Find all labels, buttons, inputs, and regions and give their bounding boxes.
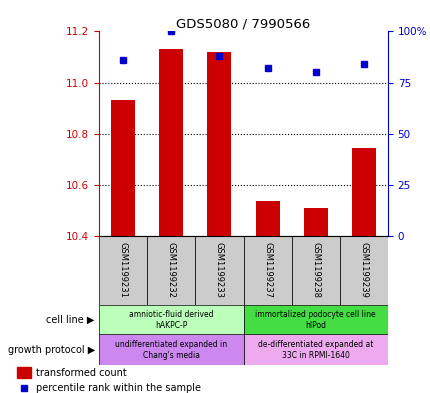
Bar <box>17 367 31 378</box>
Bar <box>207 52 231 236</box>
Bar <box>99 334 243 365</box>
Bar <box>243 334 387 365</box>
Text: GSM1199233: GSM1199233 <box>215 242 224 298</box>
Text: immortalized podocyte cell line
hIPod: immortalized podocyte cell line hIPod <box>255 310 375 330</box>
Title: GDS5080 / 7990566: GDS5080 / 7990566 <box>176 17 310 30</box>
Bar <box>291 236 339 305</box>
Text: amniotic-fluid derived
hAKPC-P: amniotic-fluid derived hAKPC-P <box>129 310 213 330</box>
Text: GSM1199238: GSM1199238 <box>310 242 319 298</box>
Text: GSM1199232: GSM1199232 <box>166 242 175 298</box>
Bar <box>243 305 387 335</box>
Bar <box>255 201 279 236</box>
Text: GSM1199239: GSM1199239 <box>359 242 368 298</box>
Text: GSM1199231: GSM1199231 <box>118 242 127 298</box>
Bar <box>159 49 183 236</box>
Text: GSM1199237: GSM1199237 <box>262 242 271 298</box>
Bar <box>351 148 375 236</box>
Bar <box>243 236 291 305</box>
Bar <box>99 305 243 335</box>
Bar <box>195 236 243 305</box>
Bar <box>99 236 147 305</box>
Bar <box>339 236 387 305</box>
Text: undifferentiated expanded in
Chang's media: undifferentiated expanded in Chang's med… <box>115 340 227 360</box>
Text: growth protocol ▶: growth protocol ▶ <box>8 345 95 354</box>
Text: de-differentiated expanded at
33C in RPMI-1640: de-differentiated expanded at 33C in RPM… <box>258 340 372 360</box>
Bar <box>111 101 135 236</box>
Bar <box>147 236 195 305</box>
Text: percentile rank within the sample: percentile rank within the sample <box>35 383 200 393</box>
Text: cell line ▶: cell line ▶ <box>46 315 95 325</box>
Text: transformed count: transformed count <box>35 367 126 378</box>
Bar <box>303 208 327 236</box>
